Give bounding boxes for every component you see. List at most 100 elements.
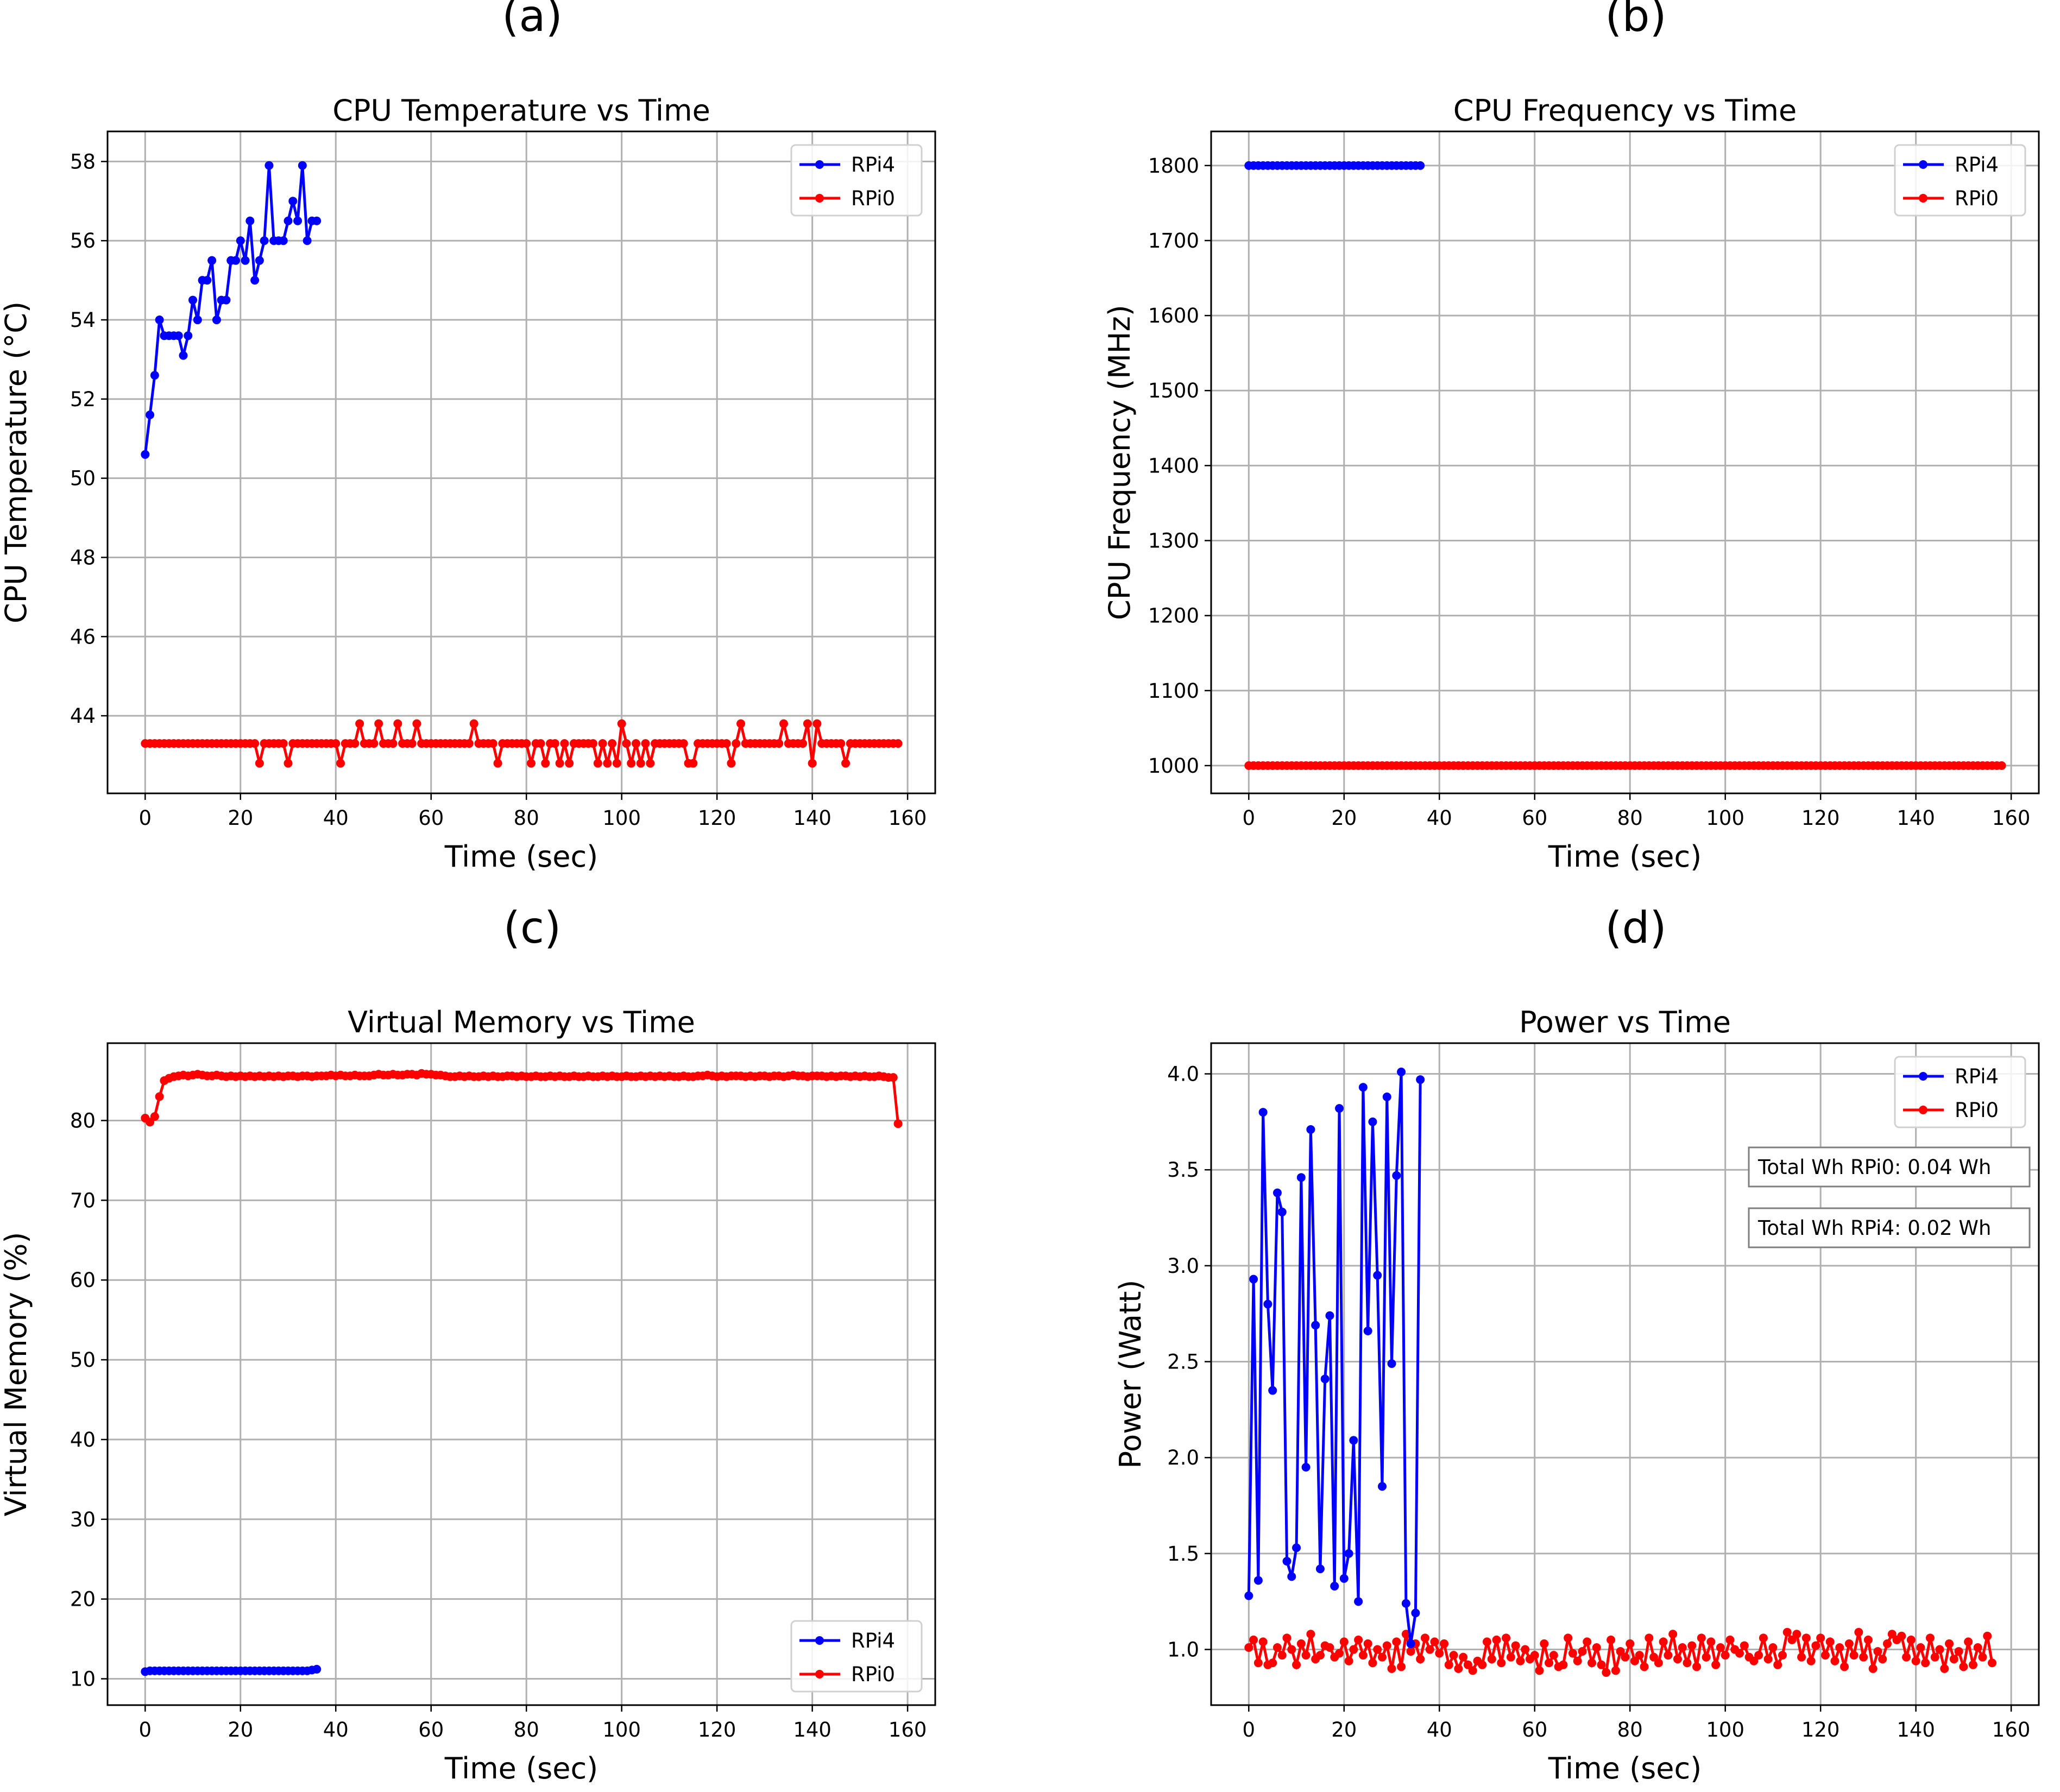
legend-marker-rpi4 <box>1919 1072 1927 1081</box>
data-point-rpi0 <box>1387 1664 1396 1673</box>
data-point-rpi0 <box>774 739 784 748</box>
axes-frame <box>1210 1042 2040 1706</box>
data-point-rpi0 <box>1483 1637 1491 1646</box>
y-tick-label: 46 <box>70 625 96 648</box>
data-point-rpi0 <box>641 739 650 748</box>
x-tick-label: 120 <box>1801 806 1840 830</box>
data-point-rpi0 <box>1296 1639 1306 1648</box>
data-point-rpi4 <box>1358 1083 1368 1092</box>
data-point-rpi4 <box>1344 1549 1353 1558</box>
data-point-rpi4 <box>1368 1117 1377 1126</box>
data-point-rpi0 <box>727 759 736 768</box>
data-point-rpi0 <box>1292 1660 1301 1669</box>
data-point-rpi0 <box>1630 1656 1639 1665</box>
data-point-rpi0 <box>1930 1652 1939 1662</box>
x-axis-label: Time (sec) <box>444 1751 599 1785</box>
data-point-rpi0 <box>1449 1651 1458 1660</box>
data-point-rpi4 <box>184 331 193 340</box>
panel-a: (a) CPU Temperature vs Time 0 20 40 60 80 100 12… <box>0 0 936 874</box>
axes-frame <box>1210 130 2040 794</box>
data-point-rpi0 <box>1964 1637 1973 1646</box>
x-tick-label: 0 <box>139 1718 152 1741</box>
data-point-rpi4 <box>1373 1271 1382 1280</box>
series-rpi4 <box>141 161 322 459</box>
data-point-rpi0 <box>1887 1630 1897 1639</box>
y-tick-label: 2.5 <box>1167 1351 1199 1374</box>
y-tick-label: 70 <box>70 1189 96 1212</box>
x-tick-label: 140 <box>1897 1718 1935 1741</box>
legend-marker-rpi0 <box>815 194 824 203</box>
series-rpi0 <box>141 1069 903 1128</box>
plot-area <box>108 131 935 793</box>
data-point-rpi0 <box>1287 1645 1296 1654</box>
data-point-rpi0 <box>469 719 478 728</box>
data-point-rpi0 <box>1916 1643 1925 1652</box>
data-point-rpi0 <box>1621 1652 1630 1662</box>
data-point-rpi0 <box>1306 1630 1315 1639</box>
legend-marker-rpi4 <box>815 1636 824 1645</box>
data-point-rpi0 <box>1849 1651 1859 1660</box>
data-point-rpi0 <box>1354 1635 1363 1644</box>
data-point-rpi0 <box>1492 1635 1501 1644</box>
data-point-rpi0 <box>1349 1645 1358 1654</box>
data-point-rpi0 <box>1830 1656 1839 1665</box>
data-point-rpi0 <box>1659 1637 1668 1646</box>
data-point-rpi0 <box>1740 1641 1749 1650</box>
data-point-rpi4 <box>1401 1599 1410 1608</box>
data-point-rpi0 <box>1773 1660 1782 1669</box>
data-point-rpi0 <box>636 759 645 768</box>
data-point-rpi0 <box>1873 1647 1882 1656</box>
y-tick-label: 30 <box>70 1508 96 1531</box>
data-point-rpi0 <box>1502 1633 1511 1643</box>
data-point-rpi0 <box>1973 1643 1982 1652</box>
y-tick-label: 1.5 <box>1167 1542 1199 1566</box>
plot-area <box>1211 131 2039 793</box>
annotation-box <box>1748 1207 2031 1248</box>
data-point-rpi4 <box>203 276 212 285</box>
data-point-rpi4 <box>1258 1108 1268 1117</box>
data-point-rpi0 <box>1997 761 2006 770</box>
data-point-rpi0 <box>1272 1643 1282 1652</box>
data-point-rpi4 <box>298 161 307 170</box>
data-point-rpi0 <box>1978 1652 1987 1662</box>
data-point-rpi0 <box>493 759 502 768</box>
data-point-rpi4 <box>1382 1092 1391 1101</box>
data-point-rpi0 <box>1358 1651 1368 1660</box>
data-point-rpi0 <box>1253 1658 1263 1668</box>
y-tick-label: 1800 <box>1148 154 1199 178</box>
x-tick-label: 20 <box>1331 806 1357 830</box>
data-point-rpi4 <box>1416 1075 1425 1084</box>
data-point-rpi0 <box>1959 1662 1968 1671</box>
data-point-rpi0 <box>798 739 808 748</box>
data-point-rpi0 <box>1735 1649 1744 1658</box>
data-point-rpi0 <box>1749 1656 1759 1665</box>
data-point-rpi0 <box>1559 1660 1568 1669</box>
data-point-rpi0 <box>1859 1652 1868 1662</box>
data-point-rpi0 <box>331 739 341 748</box>
data-point-rpi4 <box>1292 1543 1301 1553</box>
y-tick-label: 1600 <box>1148 304 1199 327</box>
chart-title: CPU Temperature vs Time <box>332 93 710 128</box>
data-point-rpi4 <box>250 276 260 285</box>
data-point-rpi4 <box>193 316 202 325</box>
x-tick-label: 140 <box>793 1718 831 1741</box>
data-point-rpi0 <box>1949 1655 1958 1664</box>
axes-frame <box>106 130 936 794</box>
data-point-rpi4 <box>293 216 303 225</box>
data-point-rpi4 <box>1392 1171 1401 1180</box>
x-tick-label: 0 <box>139 806 152 830</box>
annotation-box <box>1748 1146 2031 1188</box>
data-point-rpi0 <box>1692 1662 1702 1671</box>
data-point-rpi0 <box>1778 1651 1787 1660</box>
y-tick-label: 3.0 <box>1167 1254 1199 1278</box>
data-point-rpi0 <box>412 719 421 728</box>
y-tick-label: 2.0 <box>1167 1446 1199 1469</box>
data-point-rpi4 <box>212 316 221 325</box>
y-tick-label: 80 <box>70 1109 96 1132</box>
data-point-rpi0 <box>1459 1652 1468 1662</box>
data-point-rpi4 <box>1296 1173 1306 1182</box>
data-point-rpi4 <box>260 236 269 245</box>
data-point-rpi0 <box>522 739 531 748</box>
x-tick-label: 160 <box>889 1718 927 1741</box>
data-point-rpi0 <box>1506 1652 1515 1662</box>
